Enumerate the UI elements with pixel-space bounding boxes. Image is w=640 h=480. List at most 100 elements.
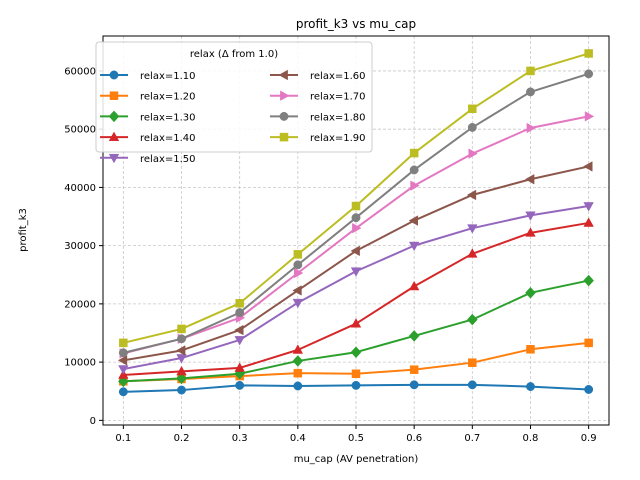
data-point	[293, 260, 303, 270]
legend-marker	[280, 90, 290, 101]
data-point	[351, 369, 361, 379]
legend-label: relax=1.80	[310, 112, 366, 123]
data-point	[177, 324, 186, 334]
data-point	[177, 385, 186, 395]
data-point	[408, 215, 419, 226]
data-point	[118, 387, 128, 397]
series-relax-1-80	[118, 69, 594, 358]
legend-entry: relax=1.40	[100, 131, 196, 144]
data-point	[350, 318, 362, 328]
data-point	[351, 213, 361, 223]
legend-entry: relax=1.20	[100, 91, 196, 103]
data-point	[409, 165, 419, 175]
y-tick-label: 0	[90, 416, 96, 427]
x-tick-label: 0.1	[115, 433, 131, 444]
chart-title: profit_k3 vs mu_cap	[296, 17, 416, 31]
legend-entries: relax=1.10 relax=1.20 relax=1.30 relax=1.40…	[100, 69, 366, 165]
data-point	[234, 336, 245, 346]
data-point	[584, 338, 593, 348]
legend-label: relax=1.20	[140, 92, 196, 103]
legend-marker	[108, 153, 120, 164]
data-point	[177, 334, 186, 344]
data-point	[467, 380, 477, 390]
x-tick-label: 0.7	[464, 433, 480, 444]
data-point	[583, 202, 594, 212]
legend-label: relax=1.70	[310, 92, 366, 103]
legend-marker	[279, 111, 289, 121]
legend-entry: relax=1.90	[270, 132, 366, 144]
legend-label: relax=1.40	[140, 133, 196, 144]
data-point	[584, 111, 595, 122]
x-axis-title: mu_cap (AV penetration)	[294, 454, 419, 465]
x-tick-label: 0.5	[348, 433, 364, 444]
data-point	[350, 267, 362, 277]
legend-marker	[108, 131, 120, 141]
data-point	[409, 365, 419, 374]
x-tick-label: 0.4	[290, 433, 306, 444]
legend-marker	[108, 110, 120, 123]
legend-label: relax=1.10	[140, 71, 196, 82]
y-axis-ticks: 0 10000 20000 30000 40000 50000 60000	[64, 66, 103, 427]
data-point	[408, 330, 420, 342]
series-relax-1-50	[118, 202, 594, 375]
data-point	[293, 368, 303, 378]
legend-entry: relax=1.50	[100, 154, 196, 165]
y-axis-title: profit_k3	[18, 208, 29, 252]
legend-entry: relax=1.80	[270, 111, 366, 123]
legend: relax (Δ from 1.0) relax=1.10relax=1.20r…	[95, 41, 373, 165]
data-point	[293, 381, 303, 391]
legend-entry: relax=1.30	[100, 110, 196, 123]
data-point	[526, 87, 535, 97]
data-point	[584, 69, 594, 79]
data-point	[524, 174, 535, 185]
legend-label: relax=1.90	[310, 133, 366, 144]
data-point	[467, 224, 478, 234]
data-point	[235, 380, 245, 390]
legend-entry: relax=1.10	[100, 70, 196, 82]
series-relax-1-30	[118, 274, 594, 388]
legend-marker	[279, 132, 289, 142]
y-tick-label: 50000	[64, 125, 96, 136]
data-point	[117, 355, 128, 366]
data-point	[526, 66, 535, 76]
legend-marker	[109, 70, 119, 80]
y-tick-label: 40000	[64, 183, 96, 194]
data-point	[525, 227, 536, 237]
data-point	[408, 241, 420, 252]
series-group	[117, 49, 595, 397]
data-point	[584, 385, 594, 394]
legend-label: relax=1.60	[310, 71, 366, 82]
data-point	[525, 286, 536, 299]
data-point	[410, 180, 420, 191]
data-point	[468, 148, 478, 159]
data-point	[467, 122, 477, 132]
legend-marker	[109, 91, 119, 100]
legend-box	[95, 41, 373, 153]
data-point	[351, 201, 361, 211]
data-point	[176, 365, 187, 376]
y-tick-label: 30000	[64, 241, 96, 252]
data-point	[583, 161, 593, 172]
y-tick-label: 20000	[64, 299, 96, 310]
data-point	[292, 355, 304, 367]
data-point	[292, 285, 302, 296]
data-point	[352, 222, 362, 234]
legend-marker	[278, 69, 288, 81]
data-point	[119, 338, 128, 348]
data-point	[350, 245, 360, 257]
x-tick-label: 0.9	[581, 433, 597, 444]
data-point	[118, 348, 128, 358]
data-point	[408, 280, 420, 291]
data-point	[234, 324, 244, 336]
legend-title: relax (Δ from 1.0)	[190, 49, 278, 60]
data-point	[525, 211, 536, 221]
data-point	[234, 362, 245, 372]
data-point	[584, 49, 593, 58]
data-point	[466, 313, 478, 326]
series-relax-1-90	[119, 49, 593, 348]
data-point	[466, 189, 477, 201]
data-point	[351, 380, 361, 390]
data-point	[409, 148, 419, 158]
x-tick-label: 0.2	[174, 433, 190, 444]
